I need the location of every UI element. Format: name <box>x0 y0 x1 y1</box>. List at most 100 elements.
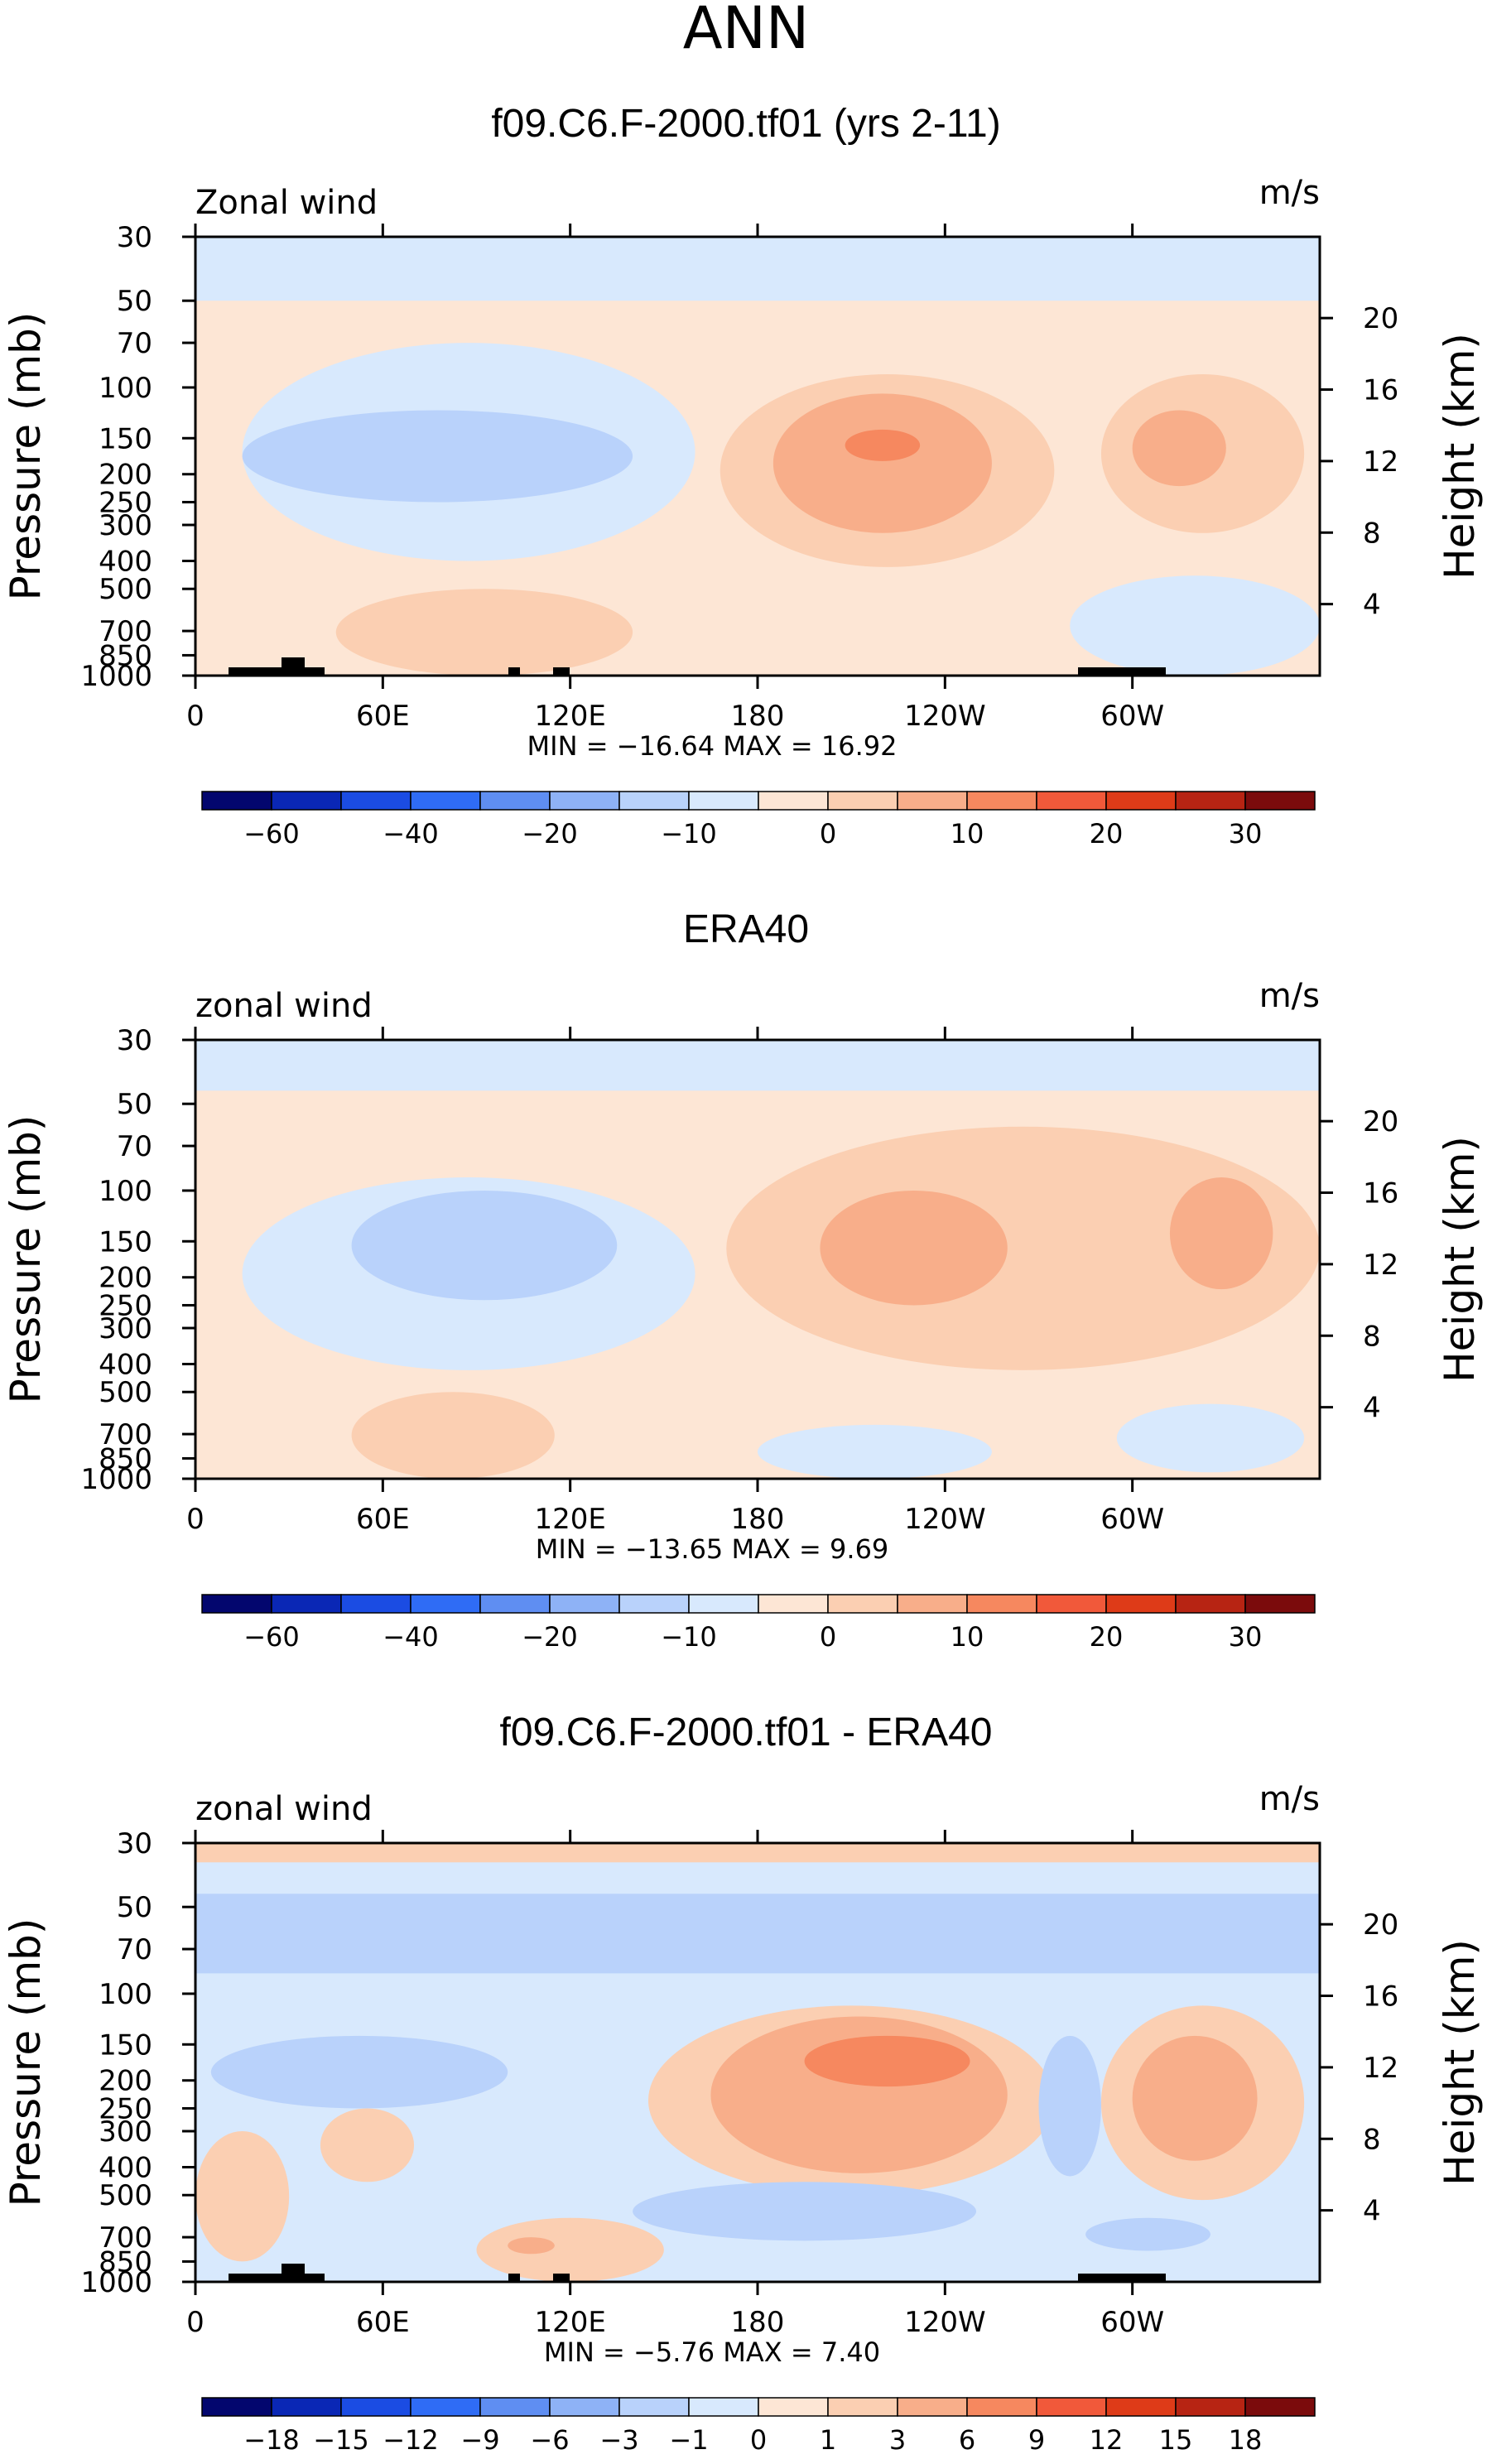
colorbar-label: −12 <box>383 2424 439 2456</box>
y-tick-label: 700 <box>99 615 152 648</box>
contour-region <box>210 2035 508 2109</box>
colorbar-swatch <box>549 2397 620 2417</box>
y-tick-label: 200 <box>99 1262 152 1295</box>
units-label: m/s <box>1259 977 1320 1015</box>
colorbar-label: −10 <box>661 1621 717 1653</box>
colorbar-swatch <box>688 791 759 811</box>
colorbar-swatch <box>410 791 481 811</box>
colorbar-label: −20 <box>522 1621 578 1653</box>
y-tick-label: 150 <box>99 2028 152 2062</box>
y-tick-label: 1000 <box>80 660 152 693</box>
y-tick-label: 850 <box>99 2245 152 2279</box>
contour-region <box>320 2108 415 2182</box>
colorbar-swatch <box>827 1594 898 1614</box>
contour-region <box>726 1126 1320 1370</box>
y-tick-label: 700 <box>99 1418 152 1451</box>
y-right-tick-label: 12 <box>1363 445 1398 479</box>
x-tick-label: 180 <box>731 2306 785 2339</box>
colorbar-label: 0 <box>750 2424 767 2456</box>
contour-region <box>1116 1403 1305 1473</box>
colorbar-swatch <box>340 791 412 811</box>
colorbar-label: 30 <box>1229 1621 1263 1653</box>
contour-field <box>195 237 1320 676</box>
colorbar-swatch <box>479 791 551 811</box>
y-right-tick-label: 8 <box>1363 2123 1381 2156</box>
colorbar-label: 1 <box>820 2424 836 2456</box>
colorbar-swatch <box>758 2397 829 2417</box>
y-tick-label: 300 <box>99 1312 152 1345</box>
x-tick-label: 60W <box>1100 1503 1164 1536</box>
y-right-tick-label: 16 <box>1363 374 1398 407</box>
y-tick-label: 250 <box>99 2092 152 2125</box>
colorbar-label: 15 <box>1159 2424 1193 2456</box>
y-tick-label: 1000 <box>80 1463 152 1496</box>
y-tick-label: 30 <box>117 1024 152 1057</box>
topography-block <box>508 667 520 676</box>
y-axis-label: Pressure (mb) <box>2 312 50 601</box>
y-right-tick-label: 8 <box>1363 1320 1381 1353</box>
contour-region <box>476 2217 664 2282</box>
contour-region <box>351 1190 618 1301</box>
y-tick-label: 30 <box>117 1827 152 1860</box>
y-axis-label-right: Height (km) <box>1436 1136 1484 1383</box>
topography-block <box>1078 2274 1166 2282</box>
contour-region <box>1132 410 1226 487</box>
figure-title: ANN <box>683 0 810 62</box>
panel-1: f09.C6.F-2000.tf01 (yrs 2-11) 0 60E 120E 180… <box>2 102 1484 849</box>
topography-block <box>553 2274 570 2282</box>
colorbar-label: −18 <box>243 2424 300 2456</box>
colorbar-label: −60 <box>243 818 300 849</box>
variable-label: zonal wind <box>195 1790 373 1828</box>
y-tick-label: 500 <box>99 573 152 606</box>
colorbar-label: 12 <box>1090 2424 1124 2456</box>
colorbar-swatch <box>479 1594 551 1614</box>
contour-region <box>367 429 539 447</box>
colorbar-swatch <box>688 1594 759 1614</box>
colorbar-label: −10 <box>661 818 717 849</box>
colorbar-swatch <box>1175 1594 1246 1614</box>
x-tick-label: 120W <box>904 1503 986 1536</box>
colorbar-label: 20 <box>1090 1621 1124 1653</box>
units-label: m/s <box>1259 1780 1320 1818</box>
topography-block <box>1078 667 1166 676</box>
y-right-tick-label: 12 <box>1363 1249 1398 1282</box>
colorbar-swatch <box>1036 2397 1107 2417</box>
y-axis-label-right: Height (km) <box>1436 333 1484 580</box>
x-tick-label: 120W <box>904 700 986 733</box>
contour-region <box>1132 2035 1258 2161</box>
colorbar-swatch <box>1175 791 1246 811</box>
contour-field <box>195 1040 1320 1479</box>
contour-region <box>242 410 633 503</box>
contour-region <box>845 429 921 461</box>
contour-region <box>1038 2035 1101 2177</box>
topography-block <box>229 2274 325 2282</box>
colorbar-label: 20 <box>1090 818 1124 849</box>
colorbar-swatch <box>758 791 829 811</box>
colorbar-swatch <box>1105 791 1177 811</box>
topography-block <box>229 667 325 676</box>
y-tick-label: 250 <box>99 1289 152 1322</box>
colorbar-swatch <box>1105 1594 1177 1614</box>
topography-block <box>282 2264 305 2282</box>
colorbar-swatch <box>966 1594 1037 1614</box>
y-tick-label: 400 <box>99 1349 152 1382</box>
y-tick-label: 100 <box>99 372 152 405</box>
colorbar-label: −40 <box>383 1621 439 1653</box>
colorbar-label: 6 <box>959 2424 975 2456</box>
x-tick-label: 120E <box>534 2306 605 2339</box>
x-tick-label: 180 <box>731 1503 785 1536</box>
colorbar-swatch <box>618 1594 690 1614</box>
colorbar-label: −60 <box>243 1621 300 1653</box>
contour-region <box>804 2035 970 2087</box>
x-tick-label: 120E <box>534 700 605 733</box>
topography-block <box>508 2274 520 2282</box>
colorbar-swatch <box>827 791 898 811</box>
y-tick-label: 200 <box>99 2065 152 2098</box>
y-axis-label: Pressure (mb) <box>2 1918 50 2207</box>
y-right-tick-label: 20 <box>1363 1908 1398 1942</box>
contour-region <box>335 589 633 676</box>
contour-band <box>195 237 1320 301</box>
y-right-tick-label: 16 <box>1363 1980 1398 2014</box>
